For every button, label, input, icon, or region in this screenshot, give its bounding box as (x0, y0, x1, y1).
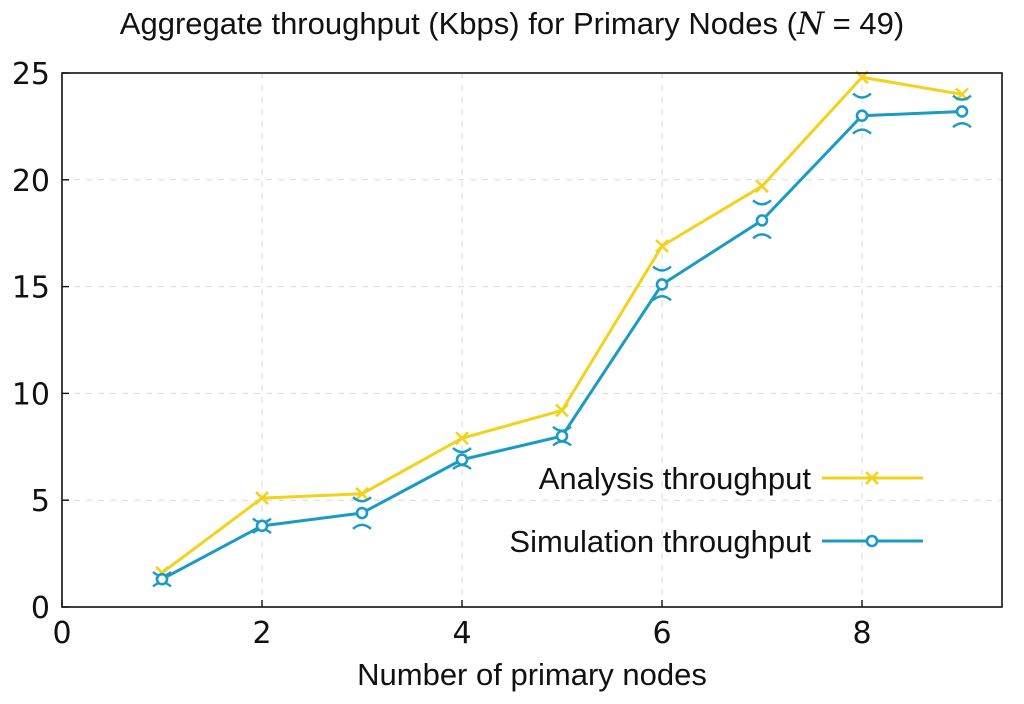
legend-label: Analysis throughput (539, 461, 812, 496)
series-line (161, 75, 963, 575)
data-point (955, 105, 969, 118)
error-bar-cap-low (352, 523, 372, 530)
marker-stroke (655, 239, 669, 253)
grid-lines (62, 73, 1002, 607)
data-point (755, 214, 769, 227)
y-tick-label: 20 (12, 164, 50, 199)
marker-stroke (555, 403, 569, 418)
data-point (555, 403, 569, 418)
legend-marker (865, 471, 879, 485)
y-tick-label: 15 (12, 271, 50, 306)
error-bar-cap-high (652, 265, 672, 272)
error-bar-cap-low (652, 295, 672, 302)
x-tick-label: 4 (452, 616, 471, 651)
data-point (255, 491, 269, 505)
data-point (255, 519, 269, 533)
error-bar-cap-high (752, 199, 772, 206)
data-point (355, 486, 369, 501)
x-tick-label: 0 (52, 616, 71, 651)
error-bar-cap-high (952, 94, 972, 101)
marker-stroke (755, 179, 769, 194)
error-bar-cap-high (352, 496, 372, 503)
data-point (655, 278, 669, 291)
error-bar-cap-low (852, 128, 872, 135)
y-tick-label: 5 (31, 484, 50, 519)
plot-frame (61, 72, 1003, 608)
marker-stroke (865, 471, 879, 485)
chart-title-suffix: = 49) (824, 6, 905, 41)
chart-title: Aggregate throughput (Kbps) for Primary … (0, 4, 1024, 44)
chart-title-variable: N (796, 6, 825, 42)
error-bar-cap-low (952, 122, 972, 129)
series-layer (152, 70, 972, 588)
data-point (155, 572, 169, 586)
legend-marker (865, 534, 879, 548)
x-tick-label: 6 (652, 616, 671, 651)
axis-ticks: 0 2 4 6 8 0 5 10 15 20 25 (12, 57, 872, 651)
legend-item-1: Analysis throughput (539, 461, 923, 496)
error-bar-cap-high (452, 447, 472, 454)
data-point (555, 429, 569, 443)
y-tick-label: 10 (12, 377, 50, 412)
x-axis-label: Number of primary nodes (357, 657, 707, 692)
y-tick-label: 25 (12, 57, 50, 92)
marker-stroke (455, 431, 469, 446)
chart-title-prefix: Aggregate throughput (Kbps) for Primary … (119, 6, 797, 41)
series-line (161, 109, 963, 581)
legend: Analysis throughput Simulation throughput (509, 461, 923, 559)
error-bar-cap-high (852, 92, 872, 99)
x-tick-label: 2 (252, 616, 271, 651)
data-point (855, 109, 869, 123)
error-bar-cap-low (752, 233, 772, 240)
data-point (755, 179, 769, 194)
series-1 (155, 70, 969, 580)
series-2 (152, 92, 972, 588)
x-tick-label: 8 (852, 616, 871, 651)
legend-item-2: Simulation throughput (509, 524, 923, 559)
data-point (455, 431, 469, 446)
data-point (455, 453, 469, 466)
y-tick-label: 0 (31, 591, 50, 626)
legend-label: Simulation throughput (509, 524, 811, 559)
marker-stroke (355, 486, 369, 501)
data-point (355, 506, 369, 520)
data-point (655, 239, 669, 253)
marker-stroke (255, 491, 269, 505)
